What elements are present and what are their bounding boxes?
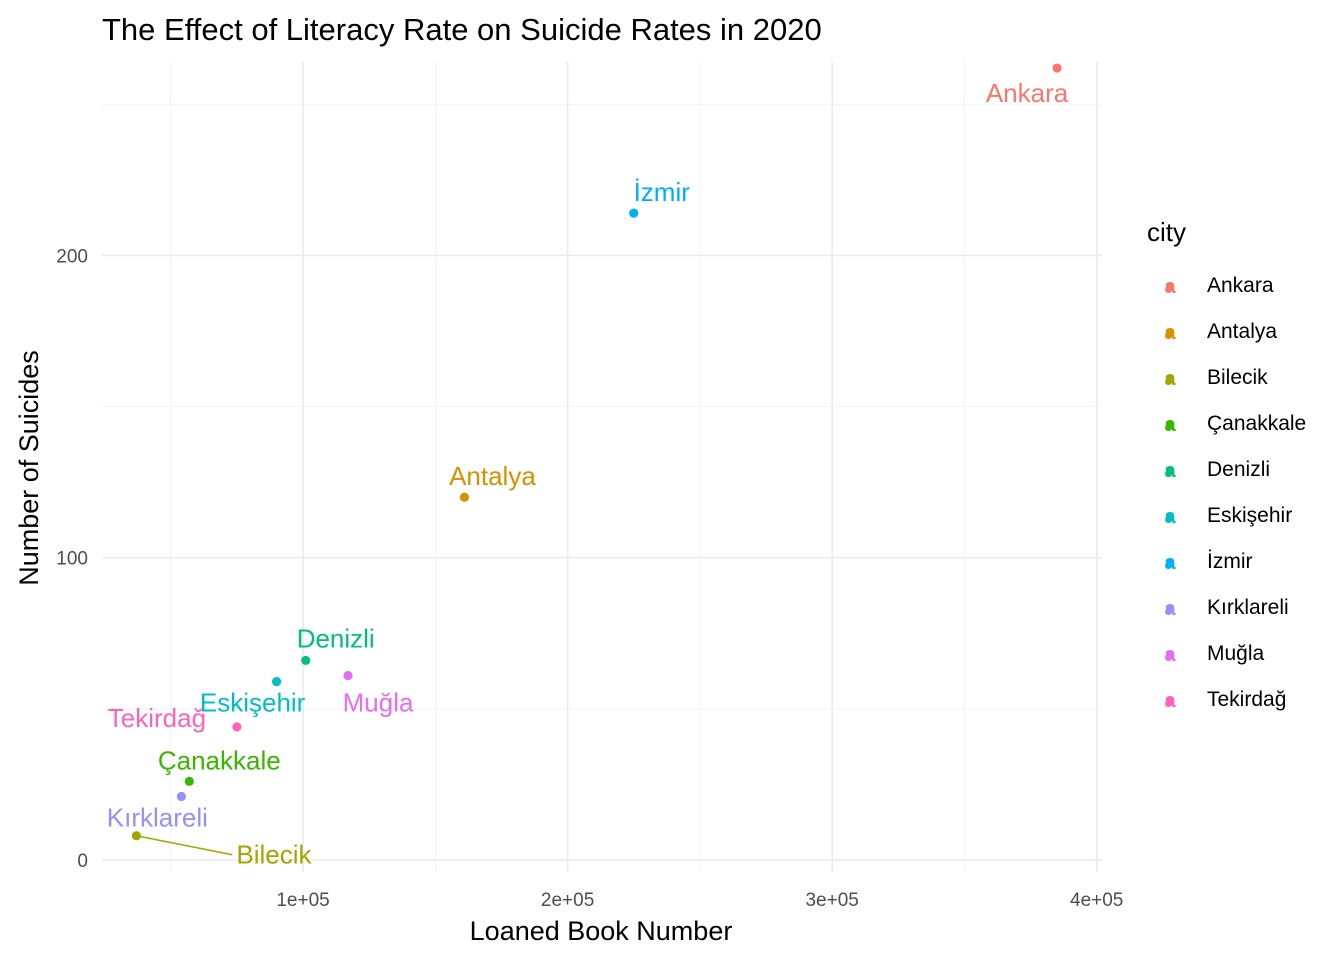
legend-key-point <box>1165 604 1175 614</box>
legend-key-point <box>1165 420 1175 430</box>
legend-label: Eskişehir <box>1207 504 1292 527</box>
label-leader-line <box>136 834 233 856</box>
point-label: Tekirdağ <box>108 703 206 733</box>
x-tick-label: 4e+05 <box>1070 890 1123 911</box>
grid-lines <box>102 62 1102 872</box>
legend-key-point <box>1165 650 1175 660</box>
legend-key-point <box>1165 558 1175 568</box>
data-point <box>343 670 353 681</box>
data-point <box>232 722 242 732</box>
point-label: Muğla <box>343 688 414 718</box>
legend-item: aEskişehir <box>1164 504 1292 528</box>
point-label: Ankara <box>986 78 1069 108</box>
legend-key-point <box>1165 696 1175 706</box>
legend-label: Ankara <box>1207 274 1274 297</box>
y-tick-label: 0 <box>77 851 88 872</box>
legend-label: Tekirdağ <box>1207 688 1286 711</box>
legend-key-point <box>1165 282 1175 292</box>
x-axis-title: Loaned Book Number <box>470 916 733 946</box>
legend-label: Çanakkale <box>1207 412 1306 435</box>
legend-key-point <box>1165 374 1175 384</box>
data-point <box>176 791 186 802</box>
point-label: İzmir <box>634 177 691 207</box>
legend-title: city <box>1147 217 1186 247</box>
point-label: Eskişehir <box>200 688 306 718</box>
point-label: Kırklareli <box>107 802 208 832</box>
legend-item: aÇanakkale <box>1164 412 1306 436</box>
x-tick-label: 1e+05 <box>276 890 329 911</box>
data-point <box>459 492 470 502</box>
data-point <box>272 676 282 687</box>
data-point <box>629 208 639 218</box>
x-tick-label: 2e+05 <box>541 890 594 911</box>
legend-item: aKırklareli <box>1164 596 1288 620</box>
data-point <box>184 776 194 786</box>
data-point <box>1052 63 1062 73</box>
legend-label: İzmir <box>1207 550 1253 573</box>
legend-key-point <box>1165 512 1175 522</box>
point-labels: Ankara Antalya Bilecik Çanakkale Denizli Eski… <box>107 78 1069 870</box>
y-tick-label: 200 <box>56 246 88 267</box>
legend-key-point <box>1165 328 1175 338</box>
legend-item: aİzmir <box>1164 550 1252 574</box>
legend-label: Kırklareli <box>1207 596 1289 619</box>
legend-label: Antalya <box>1207 320 1277 343</box>
y-axis-title: Number of Suicides <box>14 350 44 586</box>
point-label: Antalya <box>449 461 536 491</box>
legend-item: aMuğla <box>1164 642 1264 666</box>
point-label: Çanakkale <box>158 745 281 775</box>
point-label: Denizli <box>297 623 375 653</box>
legend-item: aAnkara <box>1164 274 1273 298</box>
chart-title: The Effect of Literacy Rate on Suicide R… <box>102 12 822 47</box>
legend-key-point <box>1165 466 1175 476</box>
point-label: Bilecik <box>236 840 312 870</box>
legend-label: Bilecik <box>1207 366 1268 389</box>
x-tick-label: 3e+05 <box>805 890 858 911</box>
data-points <box>131 63 1062 841</box>
data-point <box>301 655 311 666</box>
y-tick-label: 100 <box>56 549 88 570</box>
axis-ticks: 1e+05 2e+05 3e+05 4e+05 0 100 200 <box>56 246 1123 911</box>
legend-label: Muğla <box>1207 642 1265 665</box>
legend-item: aDenizli <box>1164 458 1270 482</box>
legend-label: Denizli <box>1207 458 1270 481</box>
